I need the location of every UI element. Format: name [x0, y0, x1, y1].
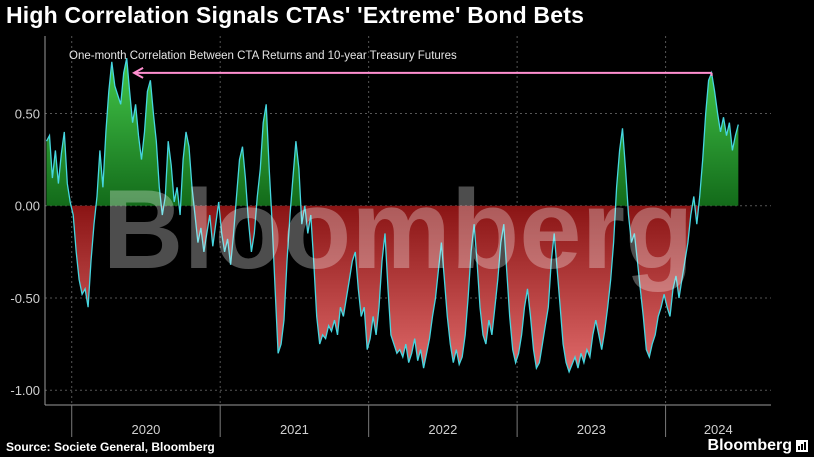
bloomberg-watermark: Bloomberg	[102, 167, 693, 292]
bloomberg-logo: Bloomberg	[708, 437, 808, 455]
x-tick-label: 2020	[131, 422, 160, 437]
axis-layer: 0.50 0.00 -0.50 -1.00 2020 2021 2022 2023 2024	[10, 36, 771, 437]
annotation-arrow	[132, 67, 713, 79]
arrow-head	[132, 67, 144, 79]
y-tick-label: -1.00	[10, 383, 40, 398]
chart-subtitle: One-month Correlation Between CTA Return…	[69, 50, 457, 62]
negative-area	[46, 205, 739, 372]
x-tick-label: 2023	[577, 422, 606, 437]
chart-title: High Correlation Signals CTAs' 'Extreme'…	[6, 2, 585, 28]
correlation-line	[45, 57, 739, 374]
source-note: Source: Societe General, Bloomberg	[6, 440, 215, 454]
y-tick-label: 0.00	[15, 199, 40, 214]
bar-chart-icon	[796, 440, 808, 452]
y-tick-label: 0.50	[15, 106, 40, 121]
positive-area	[46, 58, 739, 206]
x-tick-label: 2021	[280, 422, 309, 437]
bloomberg-logo-text: Bloomberg	[707, 437, 792, 454]
y-tick-label: -0.50	[10, 291, 40, 306]
line-layer	[45, 57, 739, 374]
x-tick-label: 2022	[428, 422, 457, 437]
area-layer	[46, 58, 739, 372]
x-tick-label: 2024	[704, 422, 733, 437]
